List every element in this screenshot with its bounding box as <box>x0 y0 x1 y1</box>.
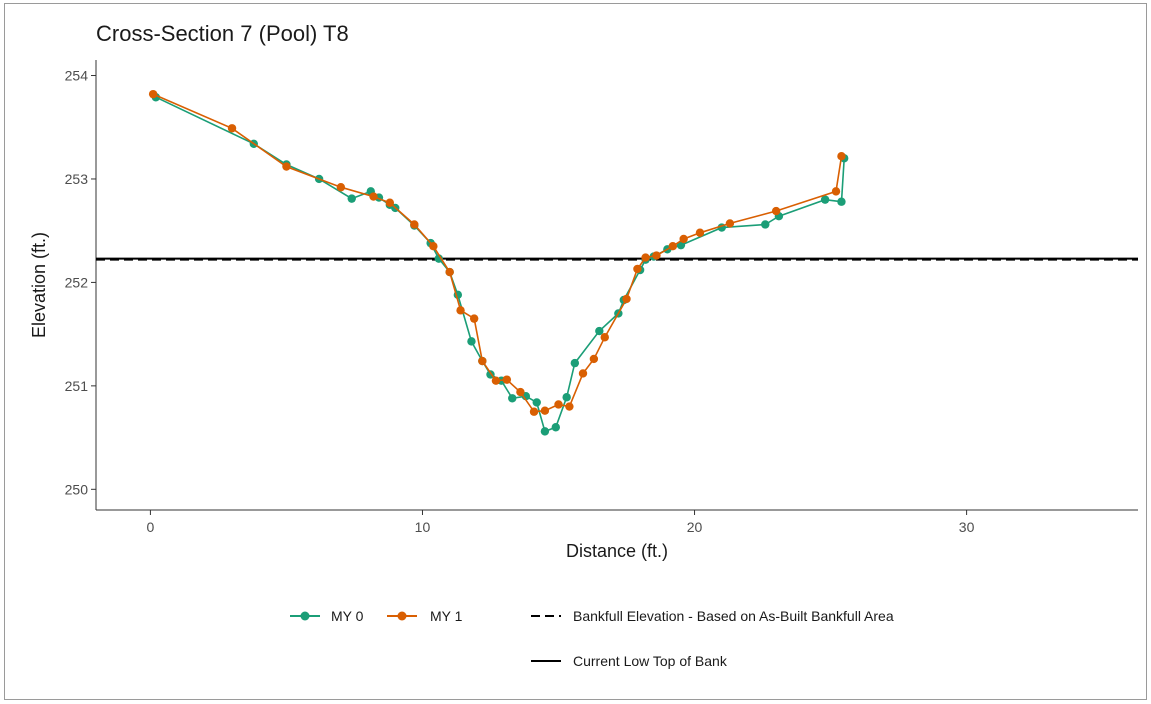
series-my1-point <box>336 183 346 192</box>
series-my0-point <box>837 197 846 206</box>
series-my0-point <box>761 220 770 229</box>
series-my1-point <box>491 376 501 385</box>
series-my1-point <box>385 198 395 207</box>
series-my1-point <box>369 192 378 201</box>
y-axis-title: Elevation (ft.) <box>29 232 49 338</box>
series-my1-point <box>456 306 465 315</box>
series-my1-point <box>725 219 735 228</box>
series-my0-point <box>551 423 560 432</box>
legend-my1-label: MY 1 <box>430 608 463 624</box>
series-my1-point <box>282 162 291 171</box>
series-my1-point <box>148 89 158 99</box>
series-my1-point <box>679 234 688 244</box>
chart-frame <box>4 3 1147 700</box>
series-my1-point <box>837 152 846 161</box>
legend-my1-marker <box>397 611 407 621</box>
y-tick-label: 252 <box>65 274 89 290</box>
chart-title: Cross-Section 7 (Pool) T8 <box>96 21 349 46</box>
legend-low-top-label: Current Low Top of Bank <box>573 653 728 669</box>
axes <box>95 60 1138 511</box>
series-my0-point <box>508 394 517 403</box>
series-my0-point <box>540 427 550 436</box>
series-my1-point <box>622 294 631 304</box>
x-tick-label: 20 <box>687 519 703 535</box>
series-my0-point <box>595 326 604 336</box>
y-tick-label: 250 <box>65 481 89 497</box>
series-my0-point <box>347 194 356 203</box>
series-my0-point <box>562 393 571 402</box>
series-my1-point <box>578 369 588 378</box>
series-my1-point <box>771 206 781 216</box>
series-my1-point <box>478 356 487 366</box>
series-my1-point <box>695 228 705 237</box>
x-tick-label: 10 <box>415 519 431 535</box>
x-tick-label: 30 <box>959 519 975 535</box>
series-group <box>148 89 849 436</box>
series-my1-point <box>502 375 512 384</box>
series-my1-point <box>652 251 661 260</box>
series-my1-point <box>429 242 438 251</box>
series-my1-point <box>633 264 642 274</box>
x-tick-label: 0 <box>147 519 155 535</box>
reference-lines <box>96 257 1138 261</box>
series-my0-point <box>532 398 541 407</box>
series-my1-point <box>529 407 539 416</box>
y-tick-label: 254 <box>65 68 89 84</box>
series-my1-point <box>410 220 419 229</box>
series-my1-point <box>445 267 454 277</box>
series-my1-point <box>668 242 677 251</box>
series-my1-point <box>516 387 525 397</box>
y-tick-label: 253 <box>65 171 89 187</box>
series-my1-point <box>831 187 841 196</box>
series-my1-point <box>589 354 599 364</box>
series-my1-point <box>469 314 479 323</box>
series-my0-point <box>467 337 476 346</box>
series-my0-point <box>820 195 830 204</box>
y-tick-label: 251 <box>65 378 89 394</box>
legend-my0-marker <box>300 611 310 621</box>
series-my1-point <box>227 124 237 133</box>
series-my0-point <box>570 358 580 368</box>
series-my1-point <box>565 402 574 411</box>
legend: MY 0 MY 1 Bankfull Elevation - Based on … <box>290 608 894 669</box>
series-my1-point <box>600 333 609 342</box>
series-my1-point <box>540 406 550 415</box>
tick-group: 0 10 20 30 250 251 252 253 254 <box>65 68 975 535</box>
x-axis-title: Distance (ft.) <box>566 541 668 561</box>
series-my1-point <box>641 253 650 262</box>
series-my1-point <box>554 400 563 409</box>
legend-my0-label: MY 0 <box>331 608 364 624</box>
legend-bankfull-label: Bankfull Elevation - Based on As-Built B… <box>573 608 894 624</box>
series-my0-point <box>434 254 443 263</box>
